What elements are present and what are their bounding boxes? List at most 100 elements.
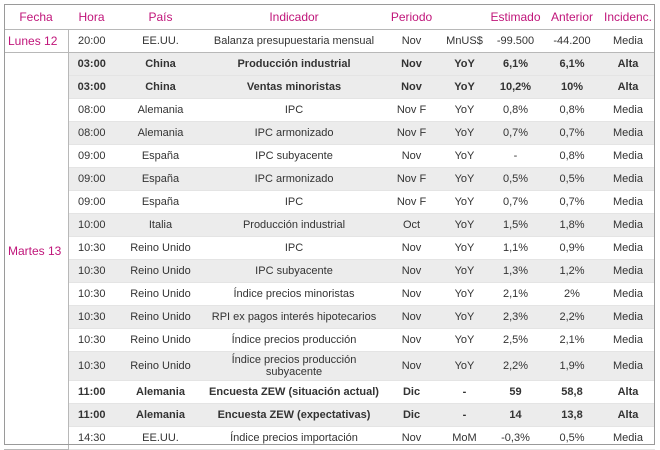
- hora-cell: 20:00: [68, 29, 115, 53]
- pais-cell: Reino Unido: [115, 259, 206, 283]
- pais-cell: China: [115, 52, 206, 76]
- table-row: Martes 13 03:00 China Producción industrial…: [4, 52, 655, 450]
- hora-cell: 14:30: [68, 426, 115, 450]
- table-row: 11:00 Alemania Encuesta ZEW (situación act…: [4, 380, 655, 404]
- indicador-cell: IPC: [206, 190, 382, 214]
- unidad-cell: -: [441, 380, 488, 404]
- table-row: 10:30 Reino Unido IPC subyacente Nov YoY 1,3%…: [4, 259, 655, 283]
- header-estimado: Estimado: [488, 4, 543, 30]
- header-unidad: [441, 4, 488, 30]
- hora-cell: 08:00: [68, 121, 115, 145]
- header-fecha: Fecha: [4, 4, 68, 30]
- hora-cell: 09:00: [68, 190, 115, 214]
- pais-cell: Reino Unido: [115, 351, 206, 381]
- pais-cell: España: [115, 167, 206, 191]
- estimado-cell: 1,3%: [488, 259, 543, 283]
- incidencia-cell: Media: [601, 98, 655, 122]
- estimado-cell: 0,7%: [488, 121, 543, 145]
- estimado-cell: 10,2%: [488, 75, 543, 99]
- periodo-cell: Nov F: [382, 121, 441, 145]
- periodo-cell: Dic: [382, 380, 441, 404]
- anterior-cell: -44.200: [543, 29, 601, 53]
- pais-cell: Alemania: [115, 98, 206, 122]
- estimado-cell: 0,5%: [488, 167, 543, 191]
- anterior-cell: 10%: [543, 75, 601, 99]
- incidencia-cell: Media: [601, 190, 655, 214]
- unidad-cell: YoY: [441, 190, 488, 214]
- table-row: 10:30 Reino Unido Índice precios minorista…: [4, 282, 655, 306]
- date-cell: Martes 13: [4, 52, 69, 450]
- anterior-cell: 0,7%: [543, 121, 601, 145]
- anterior-cell: 2,2%: [543, 305, 601, 329]
- hora-cell: 10:30: [68, 351, 115, 381]
- unidad-cell: YoY: [441, 98, 488, 122]
- table-row: 08:00 Alemania IPC Nov F YoY 0,8% 0,8% Media: [4, 98, 655, 122]
- hora-cell: 11:00: [68, 403, 115, 427]
- indicador-cell: Índice precios producción: [206, 328, 382, 352]
- pais-cell: EE.UU.: [115, 29, 206, 53]
- incidencia-cell: Media: [601, 121, 655, 145]
- pais-cell: Reino Unido: [115, 305, 206, 329]
- estimado-cell: 6,1%: [488, 52, 543, 76]
- incidencia-cell: Media: [601, 29, 655, 53]
- indicador-cell: IPC subyacente: [206, 259, 382, 283]
- hora-cell: 10:30: [68, 236, 115, 260]
- periodo-cell: Nov: [382, 351, 441, 381]
- periodo-cell: Nov: [382, 426, 441, 450]
- table-body: Lunes 12 20:00 EE.UU. Balanza presupuestari…: [4, 29, 655, 450]
- header-indicador: Indicador: [206, 4, 382, 30]
- incidencia-cell: Media: [601, 236, 655, 260]
- indicador-cell: IPC armonizado: [206, 121, 382, 145]
- pais-cell: China: [115, 75, 206, 99]
- indicador-cell: IPC subyacente: [206, 144, 382, 168]
- estimado-cell: 1,1%: [488, 236, 543, 260]
- incidencia-cell: Media: [601, 328, 655, 352]
- table-row: 10:30 Reino Unido RPI ex pagos interés hip…: [4, 305, 655, 329]
- header-anterior: Anterior: [543, 4, 601, 30]
- unidad-cell: YoY: [441, 328, 488, 352]
- anterior-cell: 0,8%: [543, 144, 601, 168]
- estimado-cell: 1,5%: [488, 213, 543, 237]
- unidad-cell: -: [441, 403, 488, 427]
- hora-cell: 08:00: [68, 98, 115, 122]
- indicador-cell: RPI ex pagos interés hipotecarios: [206, 305, 382, 329]
- periodo-cell: Nov: [382, 259, 441, 283]
- hora-cell: 09:00: [68, 144, 115, 168]
- pais-cell: Alemania: [115, 403, 206, 427]
- header-periodo: Periodo: [382, 4, 441, 30]
- anterior-cell: 0,5%: [543, 167, 601, 191]
- unidad-cell: YoY: [441, 75, 488, 99]
- anterior-cell: 0,8%: [543, 98, 601, 122]
- periodo-cell: Nov: [382, 52, 441, 76]
- anterior-cell: 2%: [543, 282, 601, 306]
- indicador-cell: Índice precios minoristas: [206, 282, 382, 306]
- hora-cell: 10:30: [68, 282, 115, 306]
- incidencia-cell: Alta: [601, 380, 655, 404]
- table-row: 09:00 España IPC subyacente Nov YoY -0,8% Medi…: [4, 144, 655, 168]
- pais-cell: España: [115, 144, 206, 168]
- periodo-cell: Nov: [382, 328, 441, 352]
- economic-calendar-table: Fecha Hora País Indicador Periodo Estima…: [4, 4, 655, 450]
- incidencia-cell: Alta: [601, 52, 655, 76]
- anterior-cell: 0,5%: [543, 426, 601, 450]
- incidencia-cell: Alta: [601, 75, 655, 99]
- unidad-cell: MnUS$: [441, 29, 488, 53]
- unidad-cell: YoY: [441, 351, 488, 381]
- unidad-cell: YoY: [441, 167, 488, 191]
- periodo-cell: Dic: [382, 403, 441, 427]
- table-row: 09:00 España IPC armonizado Nov F YoY 0,5% 0,5…: [4, 167, 655, 191]
- periodo-cell: Nov: [382, 75, 441, 99]
- incidencia-cell: Media: [601, 259, 655, 283]
- anterior-cell: 13,8: [543, 403, 601, 427]
- table-row: 14:30 EE.UU. Índice precios importación Nov…: [4, 426, 655, 450]
- incidencia-cell: Media: [601, 282, 655, 306]
- unidad-cell: YoY: [441, 305, 488, 329]
- unidad-cell: YoY: [441, 282, 488, 306]
- anterior-cell: 1,9%: [543, 351, 601, 381]
- hora-cell: 03:00: [68, 75, 115, 99]
- table-row: 08:00 Alemania IPC armonizado Nov F YoY 0,7% 0…: [4, 121, 655, 145]
- periodo-cell: Oct: [382, 213, 441, 237]
- periodo-cell: Nov: [382, 29, 441, 53]
- incidencia-cell: Media: [601, 213, 655, 237]
- anterior-cell: 2,1%: [543, 328, 601, 352]
